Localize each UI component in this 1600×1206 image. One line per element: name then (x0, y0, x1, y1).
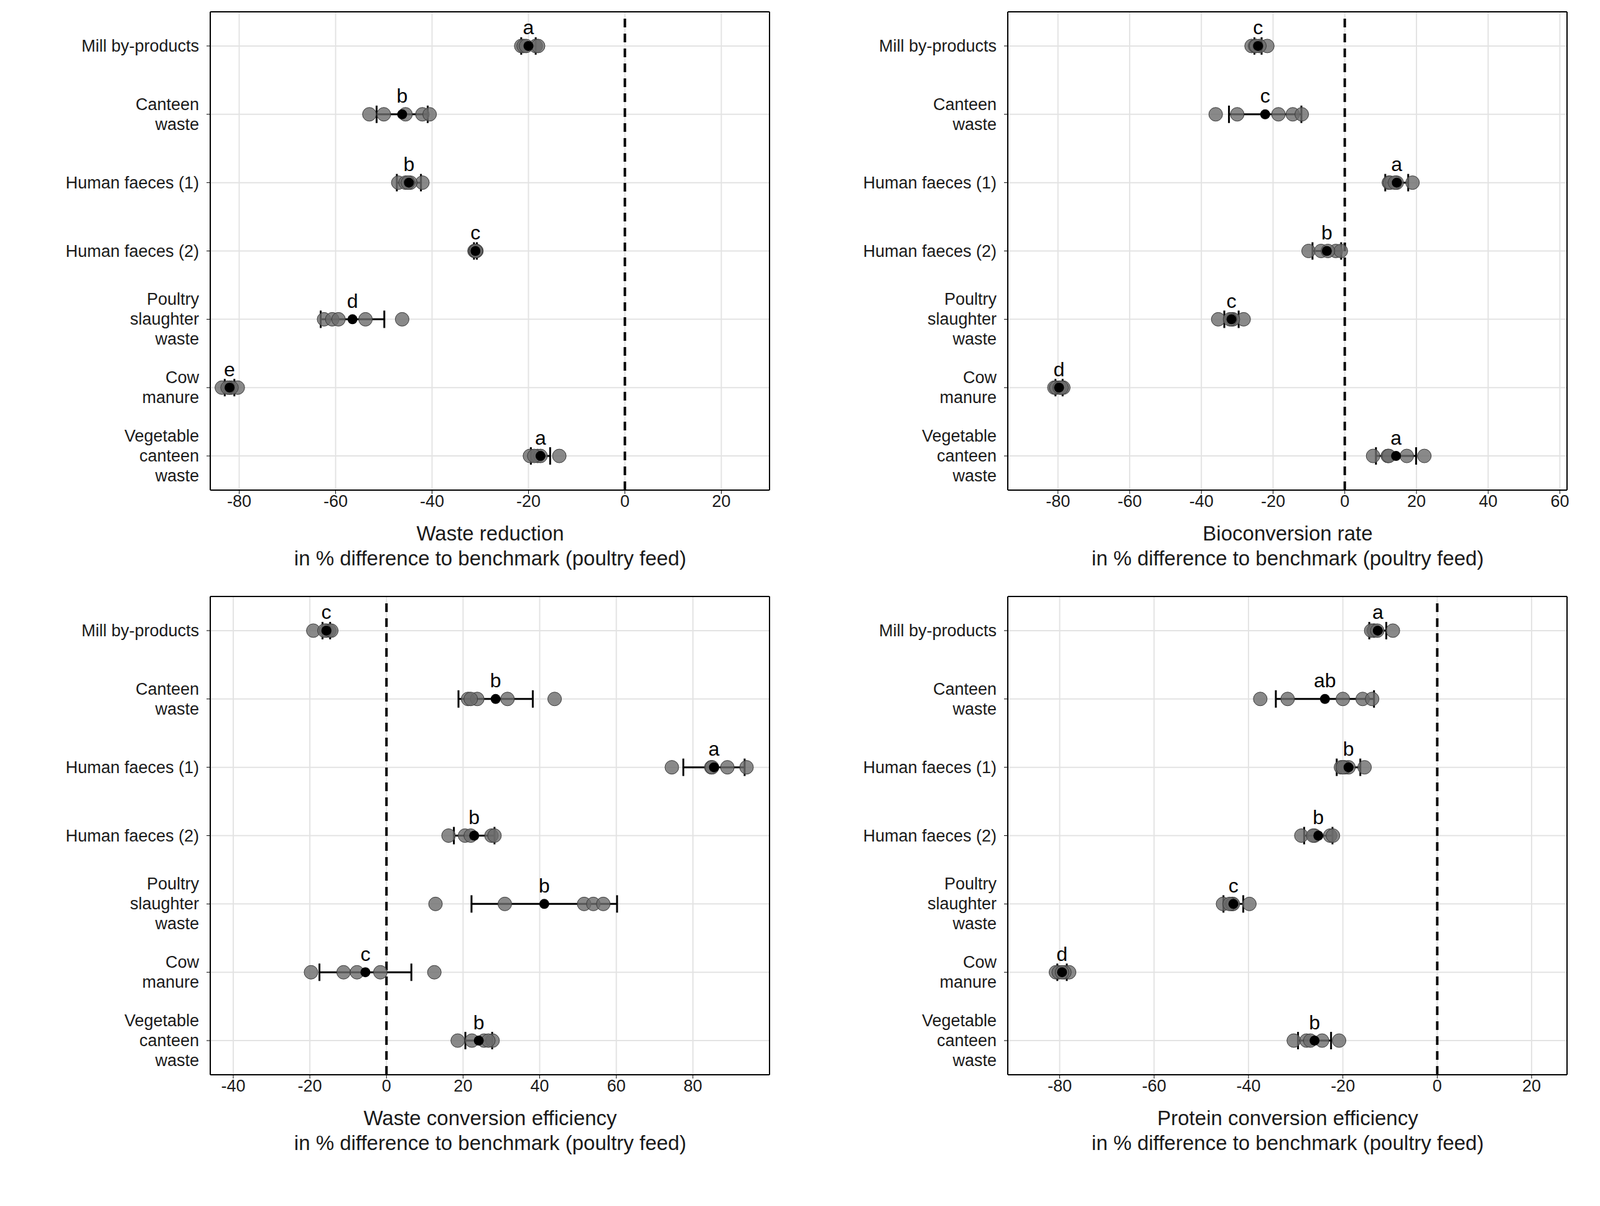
svg-text:-40: -40 (419, 492, 445, 511)
html-text:Waste reduction: Waste reduction (416, 521, 564, 545)
svg-text:Human faeces (2): Human faeces (2) (65, 826, 200, 846)
svg-text:-40: -40 (1236, 1076, 1261, 1096)
svg-text:d: d (347, 289, 359, 313)
svg-text:-40: -40 (220, 1076, 246, 1096)
svg-text:-20: -20 (516, 492, 541, 511)
svg-text:0: 0 (381, 1076, 392, 1096)
svg-text:-60: -60 (1142, 1076, 1167, 1096)
svg-text:ab: ab (1313, 669, 1337, 692)
svg-text:Cowmanure: Cowmanure (939, 953, 997, 992)
svg-text:b: b (1312, 806, 1324, 829)
svg-text:b: b (468, 806, 480, 829)
svg-text:60: 60 (607, 1076, 626, 1096)
svg-text:Human faeces (1): Human faeces (1) (862, 758, 997, 777)
svg-text:Canteenwaste: Canteenwaste (135, 679, 200, 719)
svg-text:Canteenwaste: Canteenwaste (933, 95, 997, 134)
svg-text:Mill by-products: Mill by-products (879, 621, 997, 641)
svg-text:Cowmanure: Cowmanure (141, 953, 200, 992)
svg-text:c: c (1260, 84, 1271, 107)
svg-text:0: 0 (1339, 492, 1350, 511)
svg-text:c: c (470, 221, 481, 244)
svg-text:-40: -40 (1189, 492, 1214, 511)
svg-text:-60: -60 (1117, 492, 1142, 511)
svg-text:Poultryslaughterwaste: Poultryslaughterwaste (927, 874, 998, 934)
html-text:in % difference to benchmark (: in % difference to benchmark (poultry fe… (294, 546, 687, 570)
svg-text:-60: -60 (323, 492, 348, 511)
svg-text:-20: -20 (1330, 1076, 1355, 1096)
svg-text:c: c (1252, 16, 1263, 39)
svg-text:Canteenwaste: Canteenwaste (933, 679, 997, 719)
svg-text:-80: -80 (1047, 1076, 1072, 1096)
svg-text:Human faeces (1): Human faeces (1) (862, 173, 997, 193)
svg-text:c: c (321, 600, 332, 624)
svg-text:60: 60 (1550, 492, 1569, 511)
svg-text:d: d (1056, 943, 1068, 966)
svg-text:20: 20 (1407, 492, 1426, 511)
svg-text:Human faeces (2): Human faeces (2) (65, 241, 200, 261)
svg-text:b: b (538, 874, 550, 898)
svg-text:b: b (403, 153, 415, 176)
svg-text:20: 20 (453, 1076, 473, 1096)
svg-text:c: c (1228, 874, 1239, 898)
svg-text:Poultryslaughterwaste: Poultryslaughterwaste (130, 289, 200, 349)
svg-text:Vegetablecanteenwaste: Vegetablecanteenwaste (124, 426, 200, 486)
svg-text:40: 40 (1478, 492, 1498, 511)
html-text:in % difference to benchmark (: in % difference to benchmark (poultry fe… (1091, 546, 1484, 570)
svg-text:Poultryslaughterwaste: Poultryslaughterwaste (927, 289, 998, 349)
svg-text:Human faeces (1): Human faeces (1) (65, 173, 200, 193)
svg-text:b: b (473, 1011, 485, 1034)
html-text:Waste conversion efficiency: Waste conversion efficiency (363, 1106, 617, 1130)
svg-text:-20: -20 (297, 1076, 323, 1096)
svg-text:a: a (708, 737, 720, 761)
svg-text:a: a (1390, 426, 1402, 450)
svg-text:e: e (223, 358, 236, 381)
html-text:in % difference to benchmark (: in % difference to benchmark (poultry fe… (294, 1131, 687, 1155)
svg-text:a: a (523, 16, 535, 39)
svg-text:-80: -80 (1045, 492, 1070, 511)
html-text:Protein conversion efficiency: Protein conversion efficiency (1157, 1106, 1419, 1130)
svg-text:Human faeces (2): Human faeces (2) (862, 241, 997, 261)
svg-text:Vegetablecanteenwaste: Vegetablecanteenwaste (921, 1011, 997, 1070)
svg-text:a: a (534, 426, 547, 450)
svg-text:20: 20 (711, 492, 731, 511)
svg-text:-20: -20 (1260, 492, 1286, 511)
svg-text:c: c (360, 943, 371, 966)
svg-text:b: b (1308, 1011, 1321, 1034)
svg-text:a: a (1372, 600, 1384, 624)
svg-text:b: b (396, 84, 409, 107)
svg-text:Poultryslaughterwaste: Poultryslaughterwaste (130, 874, 200, 934)
svg-text:Canteenwaste: Canteenwaste (135, 95, 200, 134)
svg-text:b: b (1343, 737, 1355, 761)
svg-text:Mill by-products: Mill by-products (81, 621, 200, 641)
svg-text:a: a (1390, 153, 1403, 176)
html-text:in % difference to benchmark (: in % difference to benchmark (poultry fe… (1091, 1131, 1484, 1155)
svg-text:b: b (1321, 221, 1333, 244)
svg-text:80: 80 (683, 1076, 703, 1096)
svg-text:0: 0 (1432, 1076, 1442, 1096)
svg-text:20: 20 (1522, 1076, 1541, 1096)
svg-text:0: 0 (620, 492, 630, 511)
svg-text:40: 40 (530, 1076, 550, 1096)
svg-text:d: d (1053, 358, 1066, 381)
html-text:Bioconversion rate: Bioconversion rate (1202, 521, 1373, 545)
svg-text:Mill by-products: Mill by-products (879, 36, 997, 56)
svg-text:Human faeces (2): Human faeces (2) (862, 826, 997, 846)
svg-text:-80: -80 (227, 492, 252, 511)
svg-text:Vegetablecanteenwaste: Vegetablecanteenwaste (124, 1011, 200, 1070)
svg-text:Cowmanure: Cowmanure (939, 368, 997, 407)
svg-text:Vegetablecanteenwaste: Vegetablecanteenwaste (921, 426, 997, 486)
svg-text:Human faeces (1): Human faeces (1) (65, 758, 200, 777)
svg-text:Cowmanure: Cowmanure (141, 368, 200, 407)
svg-text:Mill by-products: Mill by-products (81, 36, 200, 56)
svg-text:b: b (490, 669, 502, 692)
svg-text:c: c (1226, 289, 1237, 313)
